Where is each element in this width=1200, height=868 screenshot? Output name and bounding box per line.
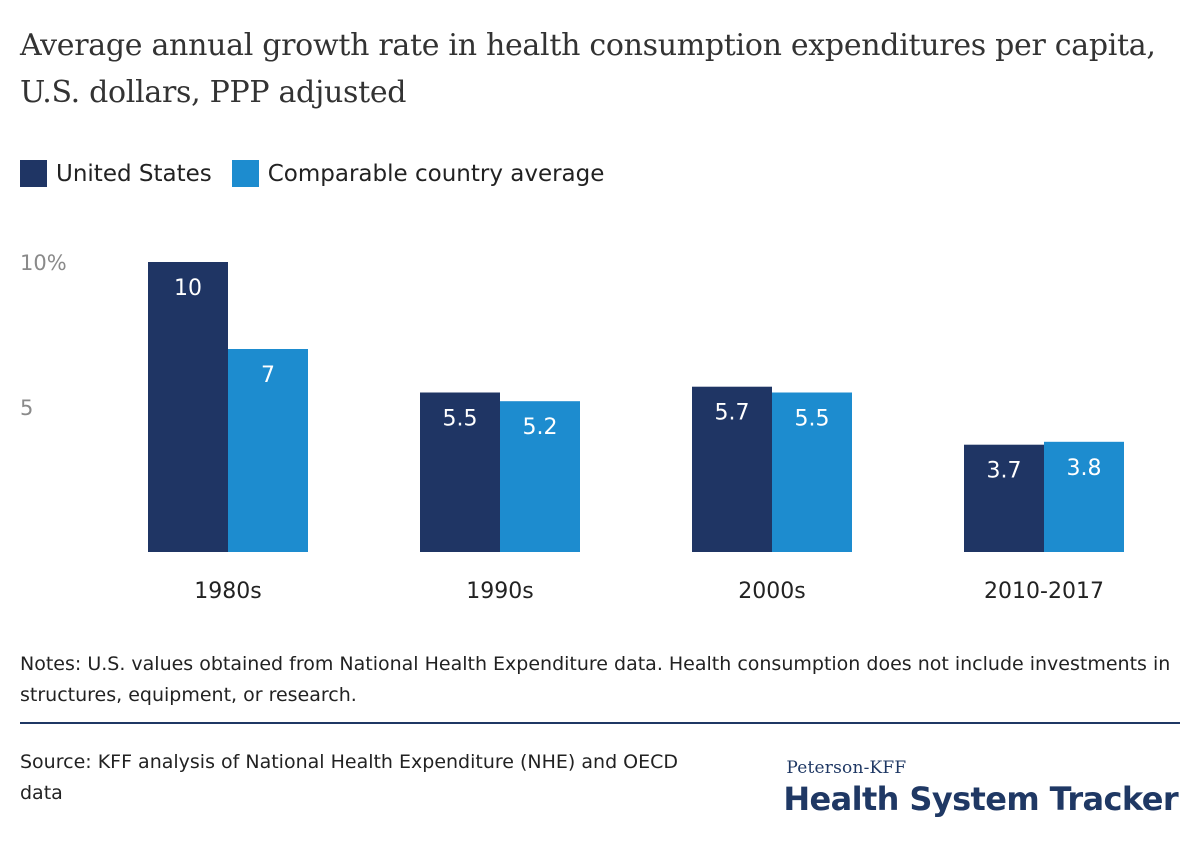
chart-source: Source: KFF analysis of National Health … [20,751,679,804]
bar-united-states-1990s [420,392,500,552]
legend-label-comparable-country-average: Comparable country average [267,160,605,187]
brand-logo: Peterson-KFF Health System Tracker [783,758,1178,818]
bar-united-states-1980s [148,262,228,552]
y-tick-label-1: 5 [20,396,33,420]
bar-comparable-country-average-2000s [772,392,852,552]
chart-title: Average annual growth rate in health con… [20,28,1156,110]
x-tick-label-1980s: 1980s [194,579,261,604]
data-label-comparable-country-average-1990s: 5.2 [523,415,558,440]
bar-united-states-2010-2017 [964,444,1044,552]
legend-swatch-comparable-country-average [231,160,259,187]
bar-united-states-2000s [692,386,772,552]
data-label-united-states-1980s: 10 [174,276,202,301]
bar-comparable-country-average-1980s [228,349,308,552]
bar-comparable-country-average-2010-2017 [1044,441,1124,552]
logo-text-big: Health System Tracker [783,780,1178,818]
legend-item-united-states: United States [20,160,212,187]
x-tick-label-2000s: 2000s [738,579,805,604]
legend-swatch-united-states [20,160,47,187]
data-label-united-states-2000s: 5.7 [715,401,750,426]
legend: United States Comparable country average [20,160,624,187]
data-label-comparable-country-average-1980s: 7 [261,363,275,388]
footer-divider [20,722,1180,724]
bar-chart: 10% 5 10 7 1980s 5.5 5.2 1990s 5.7 5.5 2000s 3.7 3.8… [20,251,1124,604]
logo-text-small: Peterson-KFF [786,758,907,778]
data-label-comparable-country-average-2000s: 5.5 [795,407,830,432]
x-tick-label-1990s: 1990s [466,579,533,604]
y-tick-label-0: 10% [20,251,67,275]
legend-label-united-states: United States [56,160,212,187]
legend-item-comparable-country-average: Comparable country average [231,160,605,187]
bar-comparable-country-average-1990s [500,401,580,552]
data-label-united-states-1990s: 5.5 [443,407,478,432]
data-label-comparable-country-average-2010-2017: 3.8 [1067,456,1102,481]
chart-notes: Notes: U.S. values obtained from Nationa… [20,653,1171,706]
data-label-united-states-2010-2017: 3.7 [987,459,1022,484]
x-tick-label-2010-2017: 2010-2017 [984,579,1104,604]
